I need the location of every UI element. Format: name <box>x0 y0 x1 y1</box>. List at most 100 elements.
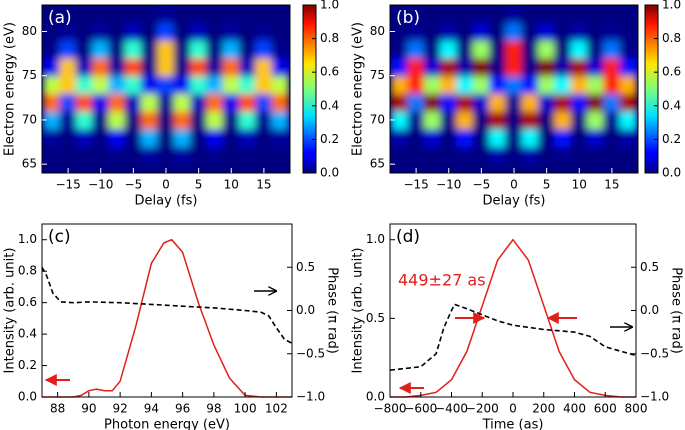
arrows <box>44 291 632 394</box>
y-tick-label: 80 <box>370 24 385 38</box>
heatmap-cell <box>189 22 208 41</box>
heatmap-cell <box>157 128 175 147</box>
heatmap-cell <box>472 145 491 165</box>
y2-tick-label: 0.0 <box>296 303 315 317</box>
panel-label: (c) <box>48 227 71 247</box>
heatmap-cell <box>391 22 409 41</box>
heatmap-cell <box>206 128 224 147</box>
y-tick-label: 0.4 <box>18 327 37 341</box>
heatmap-cell <box>489 92 507 112</box>
heatmap-cell <box>271 128 289 147</box>
heatmap-cell <box>108 92 126 112</box>
heatmap-cell <box>92 75 110 94</box>
heatmap-cell <box>603 110 621 130</box>
series-line <box>41 266 293 345</box>
heatmap-cell <box>407 145 425 165</box>
heatmap-cell <box>391 110 409 130</box>
heatmap-cell <box>222 57 240 77</box>
heatmap-cell <box>75 22 94 41</box>
heatmap-cell <box>141 145 159 165</box>
x-tick-label: −400 <box>435 402 468 416</box>
panel: −1.0 −0.5 0.0 0.5 Phase (π rad) 88 90 92 94 96 98 1… <box>3 223 340 430</box>
y-tick-label: 0.6 <box>18 295 37 309</box>
heatmap-cell <box>124 22 143 41</box>
heatmap-cell <box>108 57 126 77</box>
heatmap-cell <box>570 92 588 112</box>
heatmap-cell <box>124 57 143 77</box>
heatmap-cells <box>43 5 289 173</box>
heatmap-cell <box>456 39 474 59</box>
heatmap-cell <box>391 57 409 77</box>
heatmap-cell <box>456 110 474 130</box>
heatmap-cell <box>255 57 273 77</box>
heatmap-cell <box>271 22 289 41</box>
heatmap-cell <box>391 5 409 24</box>
heatmap-cell <box>603 145 621 165</box>
heatmap-cell <box>75 128 94 147</box>
heatmap-cell <box>423 75 442 94</box>
heatmap-cell <box>537 110 556 130</box>
y-tick-label: 0.2 <box>18 358 37 372</box>
heatmap <box>391 5 637 173</box>
heatmap-cell <box>157 39 175 59</box>
heatmap-cell <box>586 110 605 130</box>
heatmap-cell <box>586 92 605 112</box>
colorbar <box>302 4 317 174</box>
heatmap-cell <box>75 145 94 165</box>
y-tick-label: 65 <box>370 157 385 171</box>
heatmap-cell <box>222 145 240 165</box>
heatmap-cell <box>108 145 126 165</box>
heatmap-cell <box>92 128 110 147</box>
heatmap-cell <box>173 75 191 94</box>
heatmap-cell <box>603 92 621 112</box>
heatmap-cell <box>238 22 257 41</box>
heatmap-cell <box>586 145 605 165</box>
heatmap-cell <box>238 5 257 24</box>
heatmap-cell <box>206 145 224 165</box>
heatmap-cell <box>537 39 556 59</box>
heatmap-cell <box>537 22 556 41</box>
heatmap-cell <box>255 92 273 112</box>
heatmap-cell <box>222 92 240 112</box>
x-tick-label: −15 <box>55 178 80 192</box>
heatmap-cell <box>537 5 556 24</box>
y-tick-label: 70 <box>22 112 37 126</box>
heatmap-cell <box>108 5 126 24</box>
heatmap-cell <box>489 163 507 173</box>
heatmap-cell <box>570 5 588 24</box>
colorbar-tick-label: 0.6 <box>662 65 681 79</box>
heatmap-cell <box>43 92 61 112</box>
heatmap-cell <box>619 145 637 165</box>
y-axis-label: Electron energy (eV) <box>351 22 366 156</box>
y-tick-label: 1.0 <box>18 232 37 246</box>
heatmap-cell <box>157 92 175 112</box>
heatmap-cell <box>92 22 110 41</box>
heatmap-cell <box>75 110 94 130</box>
heatmap-cell <box>271 163 289 173</box>
x-tick-label: −5 <box>125 178 143 192</box>
heatmap-cell <box>456 57 474 77</box>
heatmap-cell <box>586 163 605 173</box>
heatmap-cell <box>472 5 491 24</box>
heatmap-cell <box>537 128 556 147</box>
heatmap-cell <box>173 128 191 147</box>
y-tick-label: 0.0 <box>18 390 37 404</box>
y2-axis-label: Phase (π rad) <box>669 267 684 354</box>
heatmap-cell <box>472 39 491 59</box>
colorbar-tick-label: 0.2 <box>662 132 681 146</box>
heatmap-cell <box>407 110 425 130</box>
colorbar-tick-label: 1.0 <box>320 0 339 12</box>
heatmap-cell <box>108 110 126 130</box>
panel-label: (d) <box>396 227 420 247</box>
heatmap-cell <box>43 22 61 41</box>
heatmap-cell <box>456 145 474 165</box>
heatmap-cell <box>141 163 159 173</box>
x-tick-label: 0 <box>510 178 518 192</box>
heatmap-cell <box>440 22 458 41</box>
heatmap-cell <box>505 110 523 130</box>
heatmap-cell <box>206 57 224 77</box>
heatmap-cell <box>206 110 224 130</box>
heatmap-cell <box>222 22 240 41</box>
x-tick-label: 5 <box>543 178 551 192</box>
